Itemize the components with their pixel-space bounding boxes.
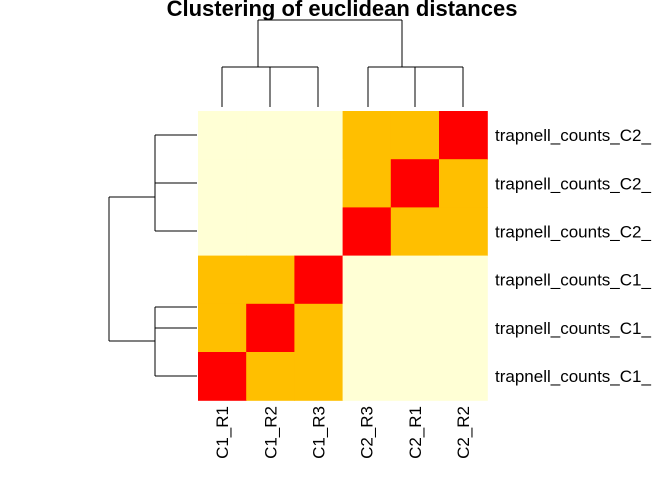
column-label-c1-r1: C1_R1 xyxy=(213,406,232,459)
heatmap-cell-r5-c5 xyxy=(390,303,440,353)
heatmap-cell-r6-c3 xyxy=(294,352,344,401)
heatmap-cell-r4-c2 xyxy=(246,255,295,305)
heatmap-cell-r2-c3 xyxy=(294,159,344,208)
heatmap-cell-r5-c1 xyxy=(198,303,247,353)
heatmap-cell-r6-c1 xyxy=(198,352,247,401)
row-label-2: trapnell_counts_C2_ xyxy=(495,174,651,193)
chart-title: Clustering of euclidean distances xyxy=(167,0,518,21)
column-dendrogram xyxy=(221,19,464,107)
column-labels: C1_R1 C1_R2 C1_R3 C2_R3 C2_R1 C2_R2 xyxy=(213,406,473,459)
heatmap-cell-r1-c6 xyxy=(439,111,488,160)
heatmap-cell-r4-c5 xyxy=(390,255,440,305)
row-label-5: trapnell_counts_C1_ xyxy=(495,319,651,338)
heatmap-cell-r2-c6 xyxy=(439,159,488,208)
column-label-c2-r2: C2_R2 xyxy=(454,406,473,459)
heatmap-cell-r3-c1 xyxy=(198,207,247,257)
heatmap-cell-r2-c5 xyxy=(390,159,440,208)
heatmap-cell-r3-c2 xyxy=(246,207,295,257)
heatmap-cell-r2-c1 xyxy=(198,159,247,208)
heatmap-cell-r1-c4 xyxy=(342,111,392,160)
row-label-6: trapnell_counts_C1_ xyxy=(495,367,651,386)
heatmap-cell-r6-c6 xyxy=(439,352,488,401)
heatmap-cell-r3-c6 xyxy=(439,207,488,257)
heatmap-cell-r5-c6 xyxy=(439,303,488,353)
heatmap-cell-r6-c2 xyxy=(246,352,295,401)
column-label-c2-r1: C2_R1 xyxy=(406,406,425,459)
heatmap-cell-r4-c3 xyxy=(294,255,344,305)
row-label-1: trapnell_counts_C2_ xyxy=(495,126,651,145)
heatmap-cell-r4-c4 xyxy=(342,255,392,305)
heatmap-cell-r3-c4 xyxy=(342,207,392,257)
heatmap-cell-r3-c5 xyxy=(390,207,440,257)
heatmap-cell-r2-c2 xyxy=(246,159,295,208)
heatmap-cells xyxy=(198,111,488,401)
heatmap-cell-r2-c4 xyxy=(342,159,392,208)
row-label-3: trapnell_counts_C2_ xyxy=(495,223,651,242)
heatmap-cell-r1-c2 xyxy=(246,111,295,160)
row-dendrogram xyxy=(108,134,197,377)
heatmap-cell-r4-c1 xyxy=(198,255,247,305)
heatmap-cell-r5-c2 xyxy=(246,303,295,353)
column-label-c2-r3: C2_R3 xyxy=(358,406,377,459)
heatmap-cell-r1-c3 xyxy=(294,111,344,160)
heatmap-cell-r3-c3 xyxy=(294,207,344,257)
heatmap-cell-r1-c5 xyxy=(390,111,440,160)
heatmap-cell-r6-c5 xyxy=(390,352,440,401)
column-label-c1-r2: C1_R2 xyxy=(261,406,280,459)
column-label-c1-r3: C1_R3 xyxy=(310,406,329,459)
row-label-4: trapnell_counts_C1_ xyxy=(495,271,651,290)
heatmap-cell-r6-c4 xyxy=(342,352,392,401)
heatmap-cell-r4-c6 xyxy=(439,255,488,305)
heatmap-cell-r5-c4 xyxy=(342,303,392,353)
row-labels: trapnell_counts_C2_trapnell_counts_C2_tr… xyxy=(495,126,651,386)
heatmap-cell-r5-c3 xyxy=(294,303,344,353)
heatmap-cell-r1-c1 xyxy=(198,111,247,160)
